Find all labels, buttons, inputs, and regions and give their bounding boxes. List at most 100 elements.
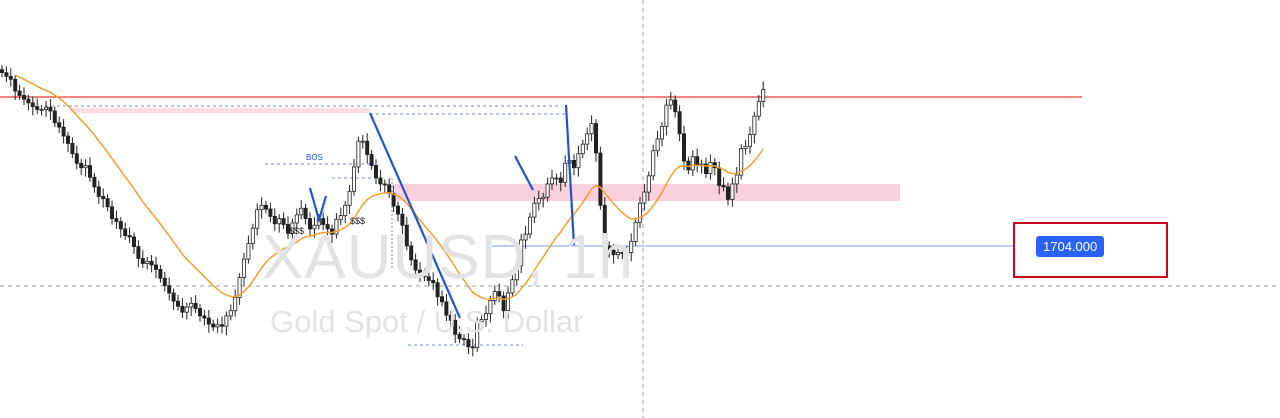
candle-body: [382, 183, 387, 186]
candle-body: [664, 104, 669, 127]
candle-body: [171, 292, 176, 302]
candle-body: [395, 205, 400, 215]
candle-body: [193, 302, 198, 309]
candle-body: [13, 78, 18, 92]
candle-body: [404, 224, 409, 247]
candle-body: [321, 218, 326, 225]
candle-body: [131, 236, 136, 247]
order-block-zone[interactable]: [395, 184, 900, 201]
candle-body: [312, 224, 317, 230]
candle-body: [48, 106, 53, 112]
candle-body: [149, 260, 154, 266]
candle-body: [140, 257, 145, 264]
candle-body: [255, 209, 260, 229]
candle-body: [642, 191, 647, 204]
candle-body: [105, 198, 110, 208]
candle-body: [92, 176, 97, 188]
candle-body: [61, 126, 66, 137]
candle-body: [219, 324, 224, 327]
candle-body: [373, 165, 378, 179]
candle-body: [162, 277, 167, 287]
candle-body: [541, 196, 546, 200]
bos-label: BOS: [306, 153, 323, 162]
candle-body: [347, 190, 352, 206]
candle-body: [673, 99, 678, 113]
candle-body: [88, 165, 93, 178]
candle-body: [558, 177, 563, 183]
candle-body: [479, 319, 484, 323]
candle-body: [228, 310, 233, 317]
price-label[interactable]: 1704.000: [1036, 236, 1105, 257]
candle-body: [651, 150, 656, 177]
candle-body: [8, 75, 13, 80]
candle-body: [123, 228, 128, 236]
candle-body: [83, 165, 88, 169]
candle-body: [510, 279, 515, 294]
candle-body: [682, 133, 687, 162]
candle-body: [57, 122, 62, 128]
candle-body: [263, 204, 268, 210]
candle-body: [444, 301, 449, 316]
candle-body: [523, 233, 528, 241]
swing-lines: [308, 104, 576, 319]
candle-body: [563, 162, 568, 183]
candle-body: [197, 308, 202, 317]
candle-body: [241, 258, 246, 278]
candle-body: [17, 90, 22, 96]
candle-body: [277, 218, 282, 225]
candle-body: [30, 102, 35, 107]
candle-body: [224, 315, 229, 327]
candle-body: [422, 272, 427, 278]
candle-body: [528, 216, 533, 235]
candle-body: [475, 321, 480, 348]
candle-body: [299, 207, 304, 216]
candle-body: [360, 140, 365, 143]
candle-body: [153, 264, 158, 270]
candle-body: [726, 186, 731, 200]
candle-body: [426, 276, 431, 281]
candle-body: [668, 99, 673, 106]
candle-body: [611, 249, 616, 256]
candle-body: [457, 333, 462, 340]
candle-body: [127, 235, 132, 238]
candle-body: [695, 156, 700, 166]
candle-body: [206, 317, 211, 325]
candle-body: [734, 174, 739, 185]
candle-body: [259, 204, 264, 211]
candle-body: [413, 259, 418, 271]
candle-body: [752, 115, 757, 135]
candle-body: [272, 215, 277, 225]
candle-body: [136, 246, 141, 259]
candle-body: [589, 123, 594, 135]
candle-body: [536, 198, 541, 204]
candle-body: [629, 241, 634, 253]
candle-body: [21, 95, 26, 100]
candle-body: [554, 177, 559, 180]
description-watermark: Gold Spot / U.S. Dollar: [270, 304, 584, 339]
candle-body: [4, 72, 9, 77]
candle-body: [290, 222, 295, 234]
liquidity-label-right: $$$: [350, 216, 365, 226]
candle-body: [325, 224, 330, 230]
candle-body: [704, 163, 709, 175]
candle-body: [748, 134, 753, 147]
candle-body: [96, 186, 101, 197]
candle-body: [118, 221, 123, 230]
candle-body: [307, 218, 312, 230]
candle-body: [52, 110, 57, 124]
candle-body: [616, 252, 621, 256]
candle-body: [607, 245, 612, 251]
candle-body: [488, 299, 493, 315]
candle-body: [180, 305, 185, 313]
upper-liquidity-zone: [70, 108, 370, 113]
candle-body: [730, 183, 735, 200]
candle-body: [646, 175, 651, 193]
candle-body: [505, 292, 510, 312]
candle-body: [79, 162, 84, 169]
candle-body: [470, 346, 475, 349]
candle-body: [660, 126, 665, 140]
candle-body: [677, 111, 682, 135]
candle-body: [717, 167, 722, 186]
price-highlight-box: [1013, 222, 1168, 278]
